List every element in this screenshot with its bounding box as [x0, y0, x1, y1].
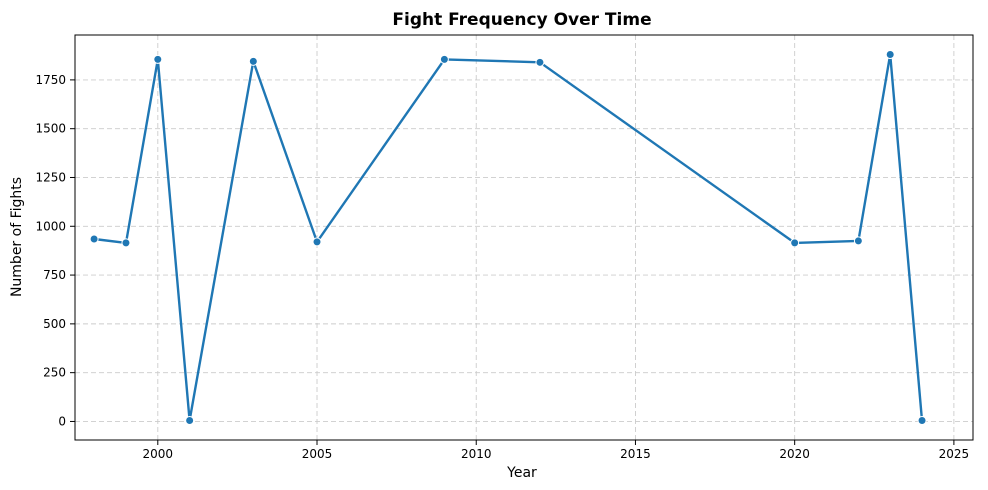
y-axis-label: Number of Fights — [9, 177, 25, 297]
plot-frame — [74, 34, 974, 441]
x-tick-label: 2020 — [779, 447, 810, 461]
x-tick-label: 2010 — [461, 447, 492, 461]
y-tick-label: 1000 — [35, 219, 66, 233]
data-point — [790, 238, 800, 248]
data-point — [535, 57, 545, 67]
grid-layer — [75, 35, 973, 440]
x-tick-label: 2005 — [302, 447, 333, 461]
y-tick-label: 1250 — [35, 170, 66, 184]
data-point — [248, 56, 258, 66]
x-tick-label: 2000 — [143, 447, 174, 461]
data-point — [885, 50, 895, 60]
data-point — [89, 234, 99, 244]
series-line — [92, 53, 924, 422]
y-tick-label: 250 — [43, 366, 66, 380]
y-tick-label: 750 — [43, 268, 66, 282]
data-point — [917, 415, 927, 425]
data-point — [312, 237, 322, 247]
chart-title: Fight Frequency Over Time — [392, 10, 651, 30]
y-tick-label: 1500 — [35, 122, 66, 136]
data-point — [153, 54, 163, 64]
y-tick-label: 500 — [43, 317, 66, 331]
y-tick-label: 1750 — [35, 73, 66, 87]
data-point — [853, 236, 863, 246]
data-point — [121, 238, 131, 248]
data-point — [185, 415, 195, 425]
x-axis-label: Year — [506, 465, 537, 481]
x-tick-label: 2015 — [620, 447, 651, 461]
x-tick-label: 2025 — [939, 447, 970, 461]
y-tick-label: 0 — [58, 414, 66, 428]
tick-layer: 2000 2005 2010 2015 2020 2025 0 250 500 750 1000 12… — [35, 73, 969, 461]
data-point — [439, 54, 449, 64]
series-layer — [89, 50, 927, 425]
